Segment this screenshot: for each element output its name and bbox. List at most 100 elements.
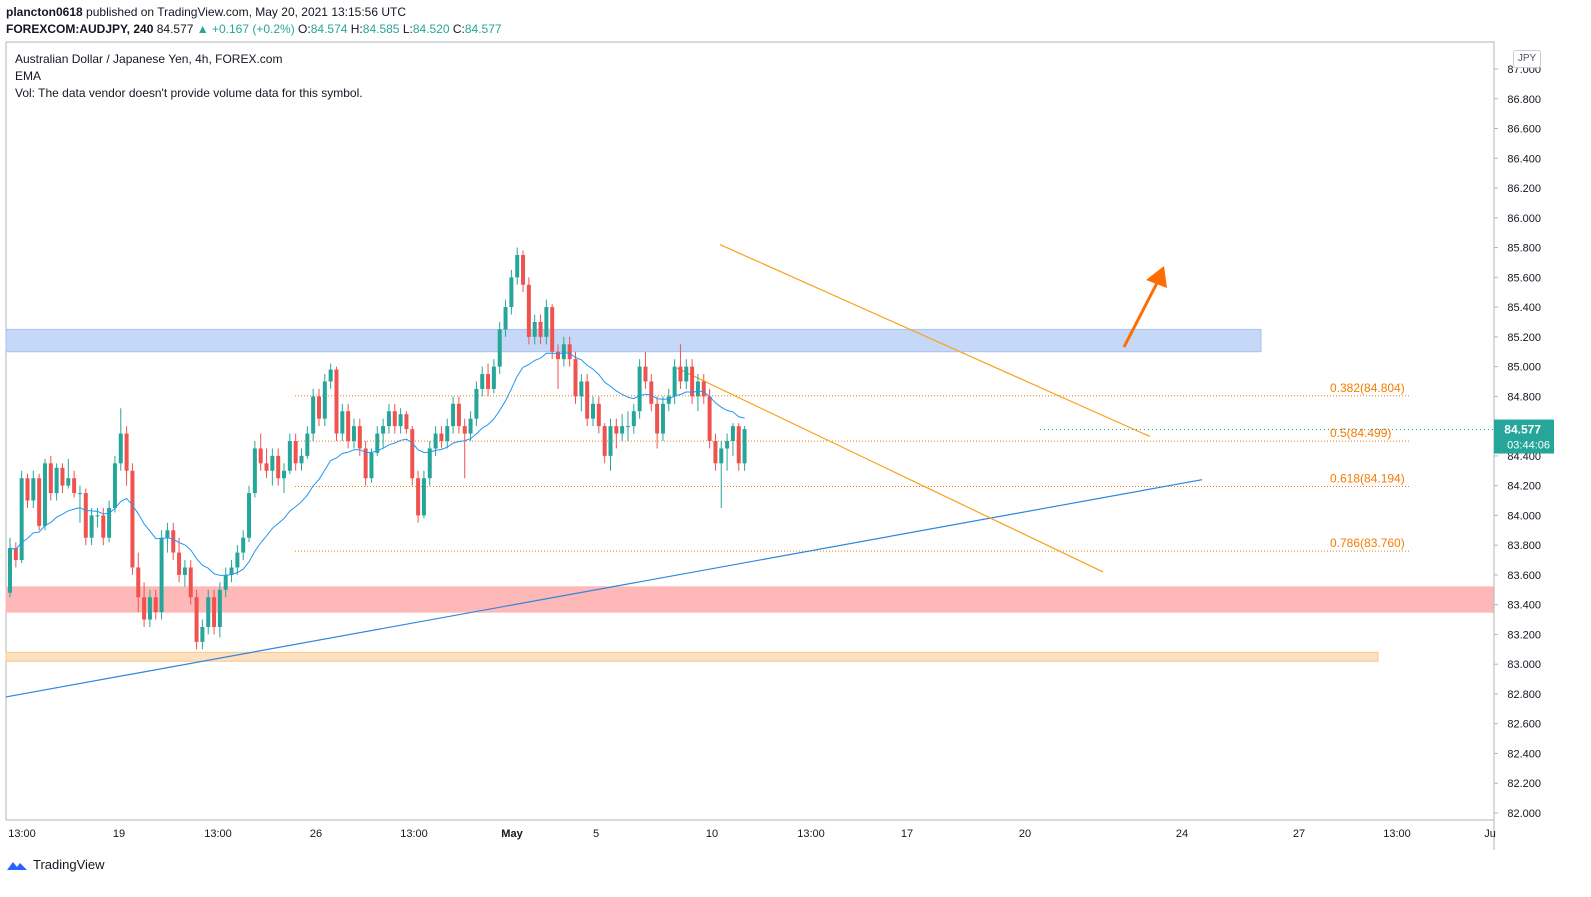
- candle: [660, 396, 665, 441]
- candle-body: [538, 321, 543, 337]
- candle: [742, 426, 747, 471]
- candle: [311, 388, 316, 441]
- candle-body: [655, 403, 660, 434]
- candle: [293, 433, 298, 471]
- candle-body: [468, 418, 473, 434]
- candle-body: [596, 403, 601, 427]
- candle: [130, 463, 135, 575]
- candle: [270, 448, 275, 486]
- candle-body: [188, 567, 193, 598]
- candle: [480, 366, 485, 397]
- candle-body: [165, 530, 170, 538]
- y-tick-label: 82.400: [1507, 748, 1541, 760]
- candle: [282, 463, 287, 494]
- x-tick-label: Ju: [1484, 828, 1496, 840]
- candle-body: [660, 403, 665, 434]
- candle-body: [177, 552, 182, 575]
- candle: [707, 388, 712, 449]
- chart-title: Australian Dollar / Japanese Yen, 4h, FO…: [15, 52, 283, 66]
- y-tick-label: 82.200: [1507, 778, 1541, 790]
- candle-body: [276, 455, 281, 479]
- y-tick-label: 82.600: [1507, 719, 1541, 731]
- candle-body: [340, 411, 345, 434]
- candle-body: [742, 429, 747, 464]
- candles: [8, 247, 747, 650]
- candle-body: [264, 463, 269, 471]
- candle: [328, 363, 333, 389]
- candle-body: [101, 515, 106, 538]
- candle-body: [602, 426, 607, 456]
- fib-levels: 0.382(84.804) 0.5(84.499) 0.618(84.194) 0.7…: [295, 381, 1410, 552]
- candle: [544, 299, 549, 345]
- candle: [573, 351, 578, 404]
- footer-brand: TradingView: [6, 857, 105, 872]
- candle: [713, 433, 718, 471]
- currency-badge[interactable]: JPY: [1513, 50, 1541, 68]
- y-tick-label: 83.600: [1507, 570, 1541, 582]
- candle: [48, 455, 53, 501]
- candle-body: [147, 597, 152, 620]
- candle: [83, 488, 88, 546]
- x-tick-label: 27: [1293, 828, 1305, 840]
- symbol: FOREXCOM:AUDJPY, 240: [6, 22, 154, 36]
- candle-body: [42, 463, 47, 526]
- candle-body: [217, 589, 222, 627]
- candle: [118, 408, 123, 471]
- y-tick-label: 83.000: [1507, 659, 1541, 671]
- candle-body: [532, 321, 537, 337]
- close-value: 84.577: [464, 22, 502, 36]
- candle-body: [25, 478, 30, 501]
- candle-body: [182, 567, 187, 575]
- candle: [188, 560, 193, 605]
- candle-body: [608, 426, 613, 456]
- price-label-countdown: 03:44:06: [1507, 440, 1550, 452]
- current-price-label: 84.577 03:44:06: [1040, 419, 1554, 454]
- candle-body: [282, 470, 287, 479]
- candle-body: [351, 426, 356, 441]
- candle: [579, 374, 584, 412]
- candle-body: [124, 433, 129, 471]
- candle-body: [690, 366, 695, 397]
- fib-label-0.5: 0.5(84.499): [1330, 426, 1391, 440]
- y-tick-label: 85.600: [1507, 272, 1541, 284]
- candle: [31, 470, 36, 508]
- plot-area[interactable]: [5, 41, 1495, 821]
- open-label: O:: [298, 22, 311, 36]
- candle-body: [433, 433, 438, 449]
- candle-body: [118, 433, 123, 464]
- candle: [637, 359, 642, 419]
- candle: [89, 507, 94, 546]
- candle: [322, 374, 327, 427]
- candle-body: [462, 426, 467, 434]
- x-tick-label: 13:00: [400, 828, 428, 840]
- candle-body: [54, 467, 59, 494]
- candle-body: [707, 396, 712, 441]
- x-tick-label: 13:00: [8, 828, 36, 840]
- candle: [107, 500, 112, 543]
- ema-polyline: [9, 352, 745, 576]
- candle: [66, 458, 71, 489]
- candle-body: [637, 366, 642, 412]
- candle: [60, 463, 65, 494]
- candle-body: [643, 366, 648, 382]
- candle-body: [573, 359, 578, 397]
- candle: [410, 426, 415, 486]
- candle: [456, 396, 461, 434]
- time-axis[interactable]: 13:00 19 13:00 26 13:00 May 5 10 13:00 17 20 24 27 13…: [8, 828, 1496, 840]
- candle-body: [223, 574, 228, 590]
- candle-body: [200, 627, 205, 642]
- candle: [462, 418, 467, 479]
- candle-body: [37, 478, 42, 526]
- candle-body: [386, 411, 391, 427]
- candle: [316, 388, 321, 427]
- candle-body: [416, 478, 421, 516]
- candle: [416, 470, 421, 523]
- demand-zone: [5, 651, 1379, 662]
- ema-legend[interactable]: EMA: [15, 69, 42, 83]
- x-tick-label: 26: [310, 828, 322, 840]
- tradingview-logo-icon: [7, 861, 27, 870]
- fib-label-0.618: 0.618(84.194): [1330, 472, 1405, 486]
- candle-body: [212, 597, 217, 627]
- candle-body: [736, 426, 741, 464]
